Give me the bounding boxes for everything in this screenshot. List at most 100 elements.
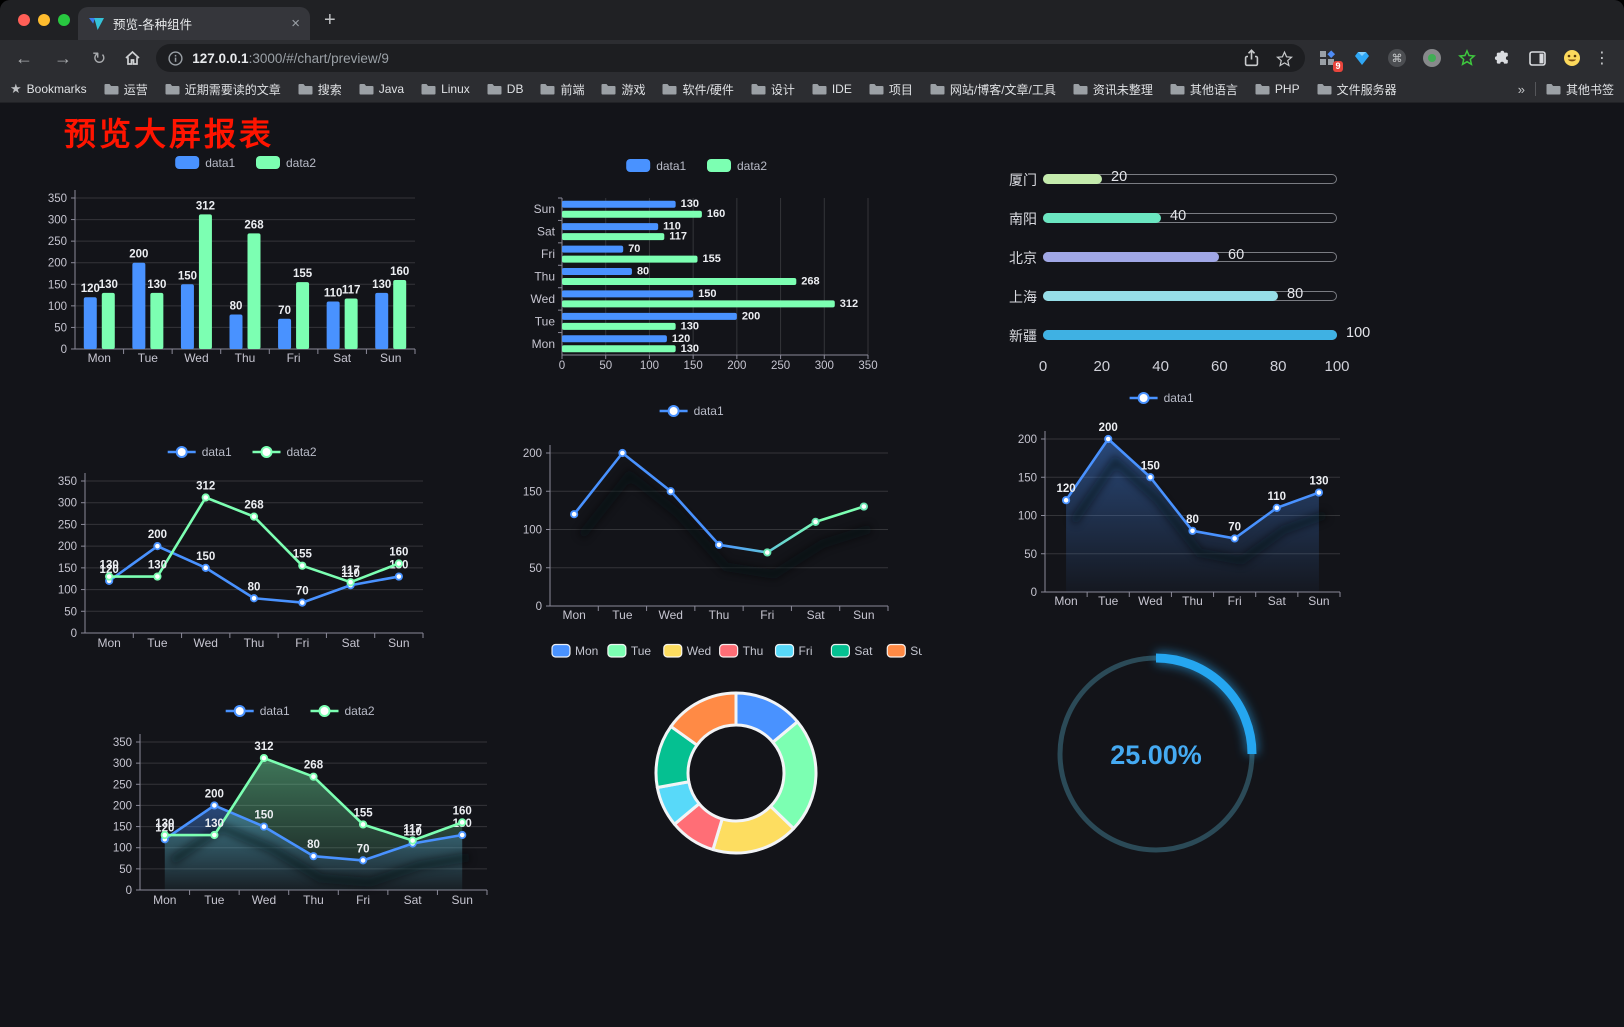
browser-toolbar: ← → ↻ 127.0.0.1:3000/#/chart/preview/9 [0,40,1624,76]
bookmark-folder[interactable]: 搜索 [298,81,342,98]
svg-text:312: 312 [840,298,858,310]
bookmark-star-icon[interactable] [1276,50,1293,67]
chart-horizontal-bar[interactable]: data1 data2 0 50 100 150 200 250 300 350 Sun Sat Fri… [500,153,898,378]
bookmark-folder[interactable]: 设计 [751,81,795,98]
svg-text:110: 110 [1268,491,1287,503]
window-minimize-button[interactable] [38,14,50,26]
bookmarks-manager-item[interactable]: ★ Bookmarks [10,81,87,97]
chart-line-two-series[interactable]: data1 data2 0 50 100 150 200 250 300 350 Mon Tue Wed… [42,439,447,667]
recorder-extension-icon[interactable] [1422,48,1442,68]
svg-text:350: 350 [58,476,77,488]
bookmark-folder-label: 游戏 [621,82,646,97]
axis-tick-label: 20 [1093,358,1111,375]
svg-text:0: 0 [536,601,542,613]
other-bookmarks-label: 其他书签 [1565,82,1614,97]
bookmark-folder[interactable]: Linux [421,82,470,96]
reload-icon[interactable]: ↻ [92,48,107,68]
bookmark-folder[interactable]: 资讯未整理 [1073,81,1153,98]
bookmark-folder[interactable]: 运营 [104,81,148,98]
site-info-icon[interactable] [168,50,183,66]
window-close-button[interactable] [18,14,30,26]
svg-text:0: 0 [126,885,132,897]
svg-text:350: 350 [858,360,877,372]
bookmark-folder[interactable]: 项目 [869,81,913,98]
svg-text:130: 130 [100,560,119,572]
pie-slices[interactable] [654,691,818,855]
forward-icon[interactable]: → [54,48,72,68]
legend[interactable]: data1 data2 [626,159,767,173]
bookmark-folder[interactable]: 前端 [540,81,584,98]
chart-area-two-series[interactable]: data1 data2 0 50 100 150 200 250 300 350 Mon Tue Wed… [100,697,505,922]
back-icon[interactable]: ← [15,48,33,68]
browser-menu-icon[interactable]: ⋮ [1594,50,1610,67]
svg-text:Sat: Sat [342,636,361,650]
svg-text:100: 100 [640,360,659,372]
bookmark-folder-label: 搜索 [317,82,342,97]
bookmarks-right: » 其他书签 [1518,81,1614,98]
bookmark-folder[interactable]: 软件/硬件 [662,81,734,98]
legend[interactable]: data1 data2 [175,156,316,170]
svg-text:130: 130 [147,279,166,291]
legend[interactable]: Mon Tue Wed Thu Fri Sat Sun [551,643,932,658]
gem-extension-icon[interactable] [1352,48,1372,68]
extensions-puzzle-icon[interactable] [1492,48,1512,68]
chart-grouped-bar[interactable]: data1 data2 0 50 100 150 200 250 300 350 Mon Tue Wed… [38,148,458,376]
svg-text:70: 70 [628,243,640,255]
svg-text:80: 80 [248,581,261,593]
bookmark-folder[interactable]: 文件服务器 [1317,81,1397,98]
svg-text:Sun: Sun [1308,594,1329,608]
bookmark-folder[interactable]: PHP [1255,82,1300,96]
tab-close-icon[interactable]: × [291,15,300,32]
svg-text:Fri: Fri [295,636,309,650]
bookmark-folder[interactable]: 其他语言 [1170,81,1238,98]
svg-text:130: 130 [681,320,699,332]
share-icon[interactable] [1244,49,1259,67]
chart-canvas: Mon Tue Wed Thu Fri Sat Sun [551,643,932,855]
svg-text:300: 300 [815,360,834,372]
svg-text:data1: data1 [205,156,235,170]
bookmark-folder[interactable]: IDE [812,82,852,96]
svg-text:Mon: Mon [1054,594,1077,608]
emoji-extension-icon[interactable] [1562,48,1582,68]
legend[interactable]: data1 data2 [167,445,317,459]
bookmark-folder[interactable]: Java [359,82,404,96]
window-zoom-button[interactable] [58,14,70,26]
page-title: 预览大屏报表 [64,116,275,152]
chart-progress-bars[interactable]: 厦门 20 南阳 40 北京 60 上海 80 新疆 100 0 20 40 60 80 100 [982,155,1377,390]
command-extension-icon[interactable]: ⌘ [1387,48,1407,68]
svg-text:130: 130 [1309,476,1328,488]
chart-gauge[interactable]: 25.00% [1036,631,1276,866]
legend[interactable]: data1 data2 [225,704,375,718]
home-icon[interactable] [124,50,141,66]
legend[interactable]: data1 [1129,391,1194,405]
svg-text:150: 150 [523,486,542,498]
bookmark-folder[interactable]: DB [487,82,523,96]
address-bar[interactable]: 127.0.0.1:3000/#/chart/preview/9 [156,44,1305,72]
progress-fill [1043,174,1102,184]
svg-text:155: 155 [293,268,313,280]
svg-text:100: 100 [58,585,77,597]
legend[interactable]: data1 [659,404,724,418]
svg-text:Fri: Fri [356,893,370,907]
svg-text:150: 150 [254,810,273,822]
svg-text:25.00%: 25.00% [1110,740,1202,770]
browser-tab[interactable]: 预览-各种组件 × [78,7,310,40]
bookmark-folder[interactable]: 网站/博客/文章/工具 [930,81,1056,98]
new-tab-button[interactable]: + [324,9,336,31]
svg-text:Sat: Sat [404,893,423,907]
svg-text:200: 200 [1099,422,1118,434]
side-panel-icon[interactable] [1527,48,1547,68]
svg-text:120: 120 [100,564,119,576]
other-bookmarks-folder[interactable]: 其他书签 [1546,81,1614,98]
svg-text:50: 50 [119,864,132,876]
chart-donut[interactable]: Mon Tue Wed Thu Fri Sat Sun [550,631,932,866]
bookmark-folder[interactable]: 游戏 [601,81,645,98]
tab-manager-extension-icon[interactable]: 9 [1317,48,1343,72]
bookmarks-overflow-chevron[interactable]: » [1517,81,1525,97]
chart-area-single[interactable]: data1 0 50 100 150 200 Mon Tue Wed Thu Fri Sat Sun 12… [980,386,1348,616]
chart-gradient-line[interactable]: data1 0 50 100 150 200 Mon Tue Wed Thu Fri Sat Sun [488,396,900,628]
svg-text:150: 150 [196,551,215,563]
bookmark-folder[interactable]: 近期需要读的文章 [165,81,281,98]
green-star-extension-icon[interactable] [1457,48,1477,68]
progress-row-label: 新疆 [1009,328,1037,344]
